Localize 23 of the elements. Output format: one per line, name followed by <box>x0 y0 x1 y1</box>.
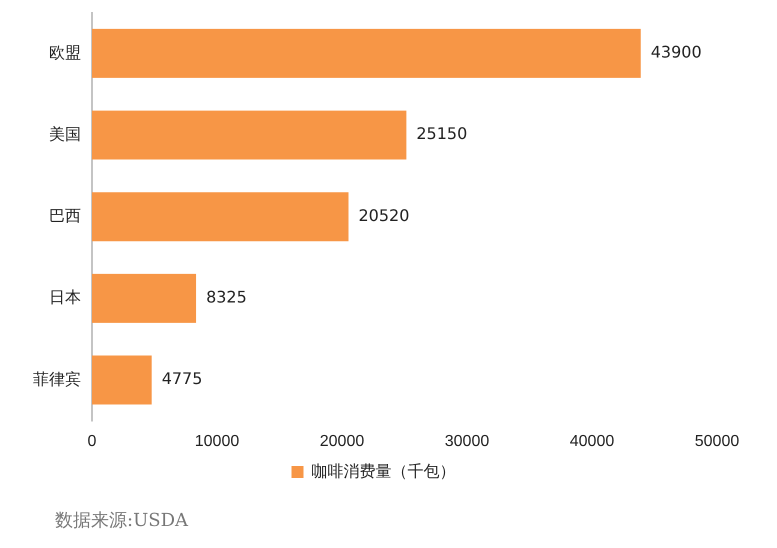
y-tick-label: 日本 <box>49 288 81 307</box>
x-tick-label: 20000 <box>320 432 364 450</box>
data-label: 25150 <box>416 124 468 144</box>
y-tick-label: 巴西 <box>49 208 81 226</box>
data-label: 43900 <box>650 42 702 62</box>
x-tick-label: 0 <box>88 432 97 450</box>
data-label: 20520 <box>358 206 410 225</box>
legend-label: 咖啡消费量（千包） <box>312 462 456 480</box>
bar <box>92 355 152 404</box>
y-tick-label: 欧盟 <box>49 44 81 62</box>
y-tick-label: 美国 <box>49 125 81 144</box>
bar <box>92 274 196 323</box>
x-tick-label: 50000 <box>694 432 740 450</box>
bar <box>92 28 641 78</box>
x-tick-label: 30000 <box>444 432 490 450</box>
bar <box>92 110 406 160</box>
source-note: 数据来源:USDA <box>55 509 188 532</box>
x-tick-label: 10000 <box>194 432 240 450</box>
data-label: 4775 <box>162 369 202 388</box>
bar <box>92 192 348 242</box>
y-tick-label: 菲律宾 <box>33 370 81 388</box>
x-tick-label: 40000 <box>570 432 614 450</box>
data-label: 8325 <box>206 287 247 306</box>
